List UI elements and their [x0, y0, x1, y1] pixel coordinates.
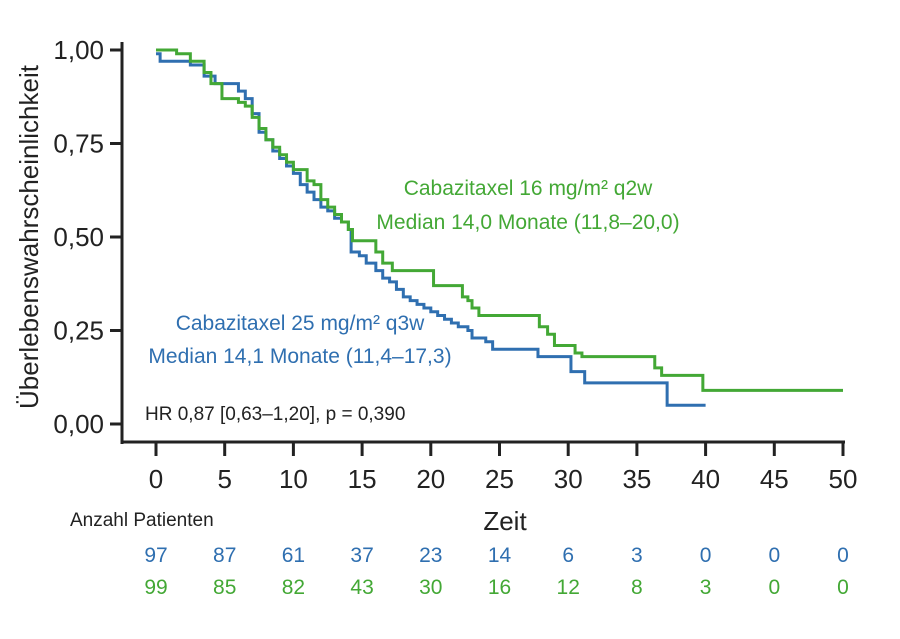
- risk-table-cell: 0: [700, 544, 712, 567]
- risk-table-cell: 0: [768, 544, 780, 567]
- y-ticks: 1,00 0,75 0,50 0,25 0,00: [53, 35, 122, 439]
- y-axis-label: Überlebenswahrscheinlichkeit: [14, 64, 44, 409]
- hr-annotation: HR 0,87 [0,63–1,20], p = 0,390: [145, 404, 405, 425]
- axes: [120, 42, 845, 444]
- risk-table-cell: 82: [282, 576, 305, 599]
- x-tick-label: 5: [217, 464, 231, 494]
- series-green-name: Cabazitaxel 16 mg/m² q2w: [404, 177, 653, 200]
- risk-table-cell: 97: [144, 544, 167, 567]
- x-tick-label: 20: [416, 464, 445, 494]
- x-tick-label: 35: [622, 464, 651, 494]
- risk-table-cell: 37: [350, 544, 373, 567]
- risk-table-cell: 0: [837, 544, 849, 567]
- risk-table-cell: 23: [419, 544, 442, 567]
- risk-table-cell: 43: [350, 576, 373, 599]
- risk-table-cell: 3: [631, 544, 643, 567]
- y-tick-label: 0,75: [53, 129, 104, 159]
- risk-table-cell: 99: [144, 576, 167, 599]
- x-tick-label: 30: [554, 464, 583, 494]
- y-tick-label: 0,00: [53, 409, 104, 439]
- x-axis-label: Zeit: [483, 506, 527, 536]
- x-tick-label: 45: [760, 464, 789, 494]
- risk-table-cell: 0: [837, 576, 849, 599]
- risk-table-cell: 16: [488, 576, 511, 599]
- x-tick-label: 0: [149, 464, 163, 494]
- risk-table-cell: 6: [562, 544, 574, 567]
- y-tick-label: 1,00: [53, 35, 104, 65]
- series-blue-name: Cabazitaxel 25 mg/m² q3w: [176, 312, 425, 335]
- km-curve-16mg-q2w: [156, 48, 843, 392]
- risk-table-cell: 0: [768, 576, 780, 599]
- series-blue-median: Median 14,1 Monate (11,4–17,3): [148, 345, 451, 368]
- risk-table: 97 87 61 37 23 14 6 3 0 0 099 85 82 43 30 16 12 8 3 0 0: [144, 544, 849, 599]
- x-tick-label: 10: [279, 464, 308, 494]
- x-tick-label: 25: [485, 464, 514, 494]
- risk-table-cell: 85: [213, 576, 236, 599]
- risk-table-cell: 14: [488, 544, 512, 567]
- risk-table-title: Anzahl Patienten: [70, 510, 214, 531]
- x-tick-label: 15: [348, 464, 377, 494]
- curves: [156, 48, 843, 407]
- risk-table-cell: 12: [557, 576, 580, 599]
- x-tick-label: 40: [691, 464, 720, 494]
- risk-table-cell: 87: [213, 544, 236, 567]
- risk-table-cell: 3: [700, 576, 712, 599]
- risk-table-cell: 8: [631, 576, 643, 599]
- risk-table-cell: 61: [282, 544, 305, 567]
- y-tick-label: 0,25: [53, 316, 104, 346]
- series-green-median: Median 14,0 Monate (11,8–20,0): [376, 211, 679, 234]
- risk-table-cell: 30: [419, 576, 442, 599]
- y-tick-label: 0,50: [53, 222, 104, 252]
- x-ticks: 0 5 10 15 20 25 30 35 40 45 50: [149, 442, 858, 494]
- x-tick-label: 50: [829, 464, 858, 494]
